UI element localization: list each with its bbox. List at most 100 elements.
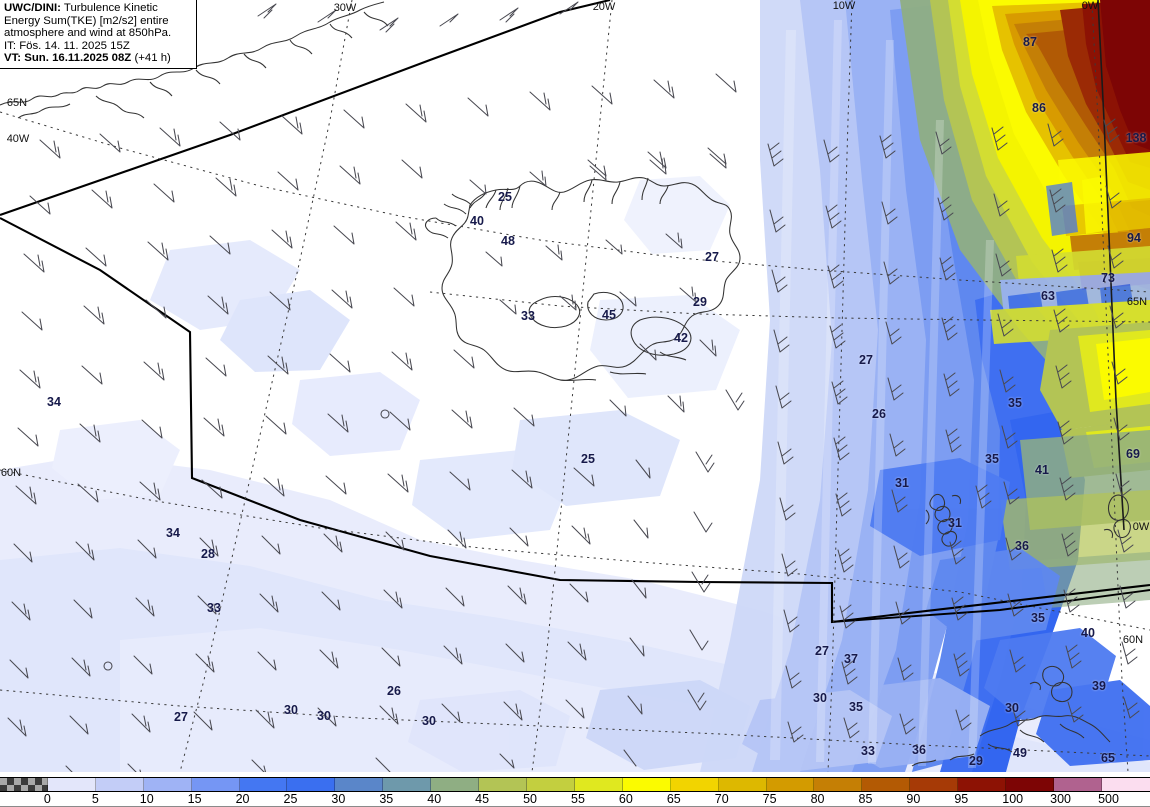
tke-value-label: 40 <box>470 214 484 228</box>
colorbar-tick: 500 <box>1098 792 1119 806</box>
tke-value-label: 26 <box>387 684 401 698</box>
graticule <box>0 0 1150 772</box>
colorbar-tick: 50 <box>523 792 537 806</box>
tke-value-label: 30 <box>422 714 436 728</box>
graticule-label: 60N <box>1122 634 1144 646</box>
tke-value-label: 39 <box>1092 679 1106 693</box>
tke-value-label: 69 <box>1126 447 1140 461</box>
tke-value-label: 94 <box>1127 231 1141 245</box>
colorbar-tick: 35 <box>379 792 394 806</box>
colorbar-swatch[interactable] <box>479 778 527 791</box>
colorbar-swatch[interactable] <box>335 778 384 791</box>
tke-value-label: 25 <box>498 190 512 204</box>
colorbar-tick: 70 <box>714 792 729 806</box>
colorbar-tick: 5 <box>91 792 99 806</box>
graticule-label: 0W <box>1132 521 1150 533</box>
tke-value-label: 29 <box>693 295 707 309</box>
wind-barbs <box>7 1 1140 772</box>
tke-value-label: 27 <box>815 644 829 658</box>
colorbar-swatch[interactable] <box>814 778 863 791</box>
colorbar-swatch[interactable] <box>766 778 815 791</box>
tke-value-label: 35 <box>1008 396 1022 410</box>
tke-value-label: 36 <box>1015 539 1029 553</box>
lead-time-label: (+41 h) <box>134 52 171 65</box>
colorbar-tick: 100 <box>1002 792 1024 806</box>
map-canvas[interactable]: 40W 30W 20W 10W 0W 65N 65N 60N 60N 0W 25 40 48 27 29 3… <box>0 0 1150 772</box>
colorbar-swatches[interactable] <box>0 777 1150 792</box>
product-line: UWC/DINI: Turbulence Kinetic Energy Sum(… <box>4 2 193 40</box>
colorbar-swatch[interactable] <box>670 778 719 791</box>
tke-value-label: 34 <box>47 395 61 409</box>
colorbar-legend[interactable]: 0 5 10 15 20 25 30 35 40 45 50 55 60 65 70 75 80 85 90 95 10… <box>0 772 1150 807</box>
tke-value-label: 30 <box>813 691 827 705</box>
colorbar-swatch[interactable] <box>239 778 288 791</box>
tke-value-label: 41 <box>1035 463 1049 477</box>
colorbar-swatch[interactable] <box>526 778 575 791</box>
map-svg <box>0 0 1150 772</box>
colorbar-tick: 65 <box>666 792 681 806</box>
colorbar-swatch[interactable] <box>622 778 671 791</box>
tke-value-label: 49 <box>1013 746 1027 760</box>
colorbar-tick: 15 <box>187 792 202 806</box>
valid-time-label: VT: Sun. 16.11.2025 08Z <box>4 52 132 65</box>
graticule-label: 65N <box>1126 296 1148 308</box>
graticule-label: 60N <box>0 467 22 479</box>
colorbar-swatch[interactable] <box>0 778 48 791</box>
colorbar-swatch[interactable] <box>191 778 240 791</box>
colorbar-swatch[interactable] <box>287 778 336 791</box>
valid-time-line: VT: Sun. 16.11.2025 08Z (+41 h) <box>4 52 193 65</box>
colorbar-swatch[interactable] <box>383 778 432 791</box>
colorbar-tick: 95 <box>954 792 969 806</box>
tke-value-label: 35 <box>849 700 863 714</box>
graticule-label: 10W <box>832 0 856 12</box>
colorbar-swatch[interactable] <box>910 778 959 791</box>
colorbar-tick: 0 <box>43 792 51 806</box>
colorbar-tick: 75 <box>762 792 777 806</box>
colorbar-swatch[interactable] <box>431 778 480 791</box>
model-label: UWC/DINI: <box>4 2 61 14</box>
tke-value-label: 26 <box>872 407 886 421</box>
colorbar-swatch[interactable] <box>574 778 623 791</box>
colorbar-tick: 10 <box>139 792 154 806</box>
product-description: Turbulence Kinetic Energy Sum(TKE) [m2/s… <box>4 2 172 40</box>
tke-value-label: 42 <box>674 331 688 345</box>
colorbar-swatch[interactable] <box>1006 778 1054 791</box>
colorbar-tick: 55 <box>571 792 585 806</box>
coastlines <box>0 1 1131 767</box>
graticule-label: 65N <box>6 97 28 109</box>
colorbar-swatch[interactable] <box>47 778 96 791</box>
colorbar-tick: 300 <box>1050 792 1072 806</box>
graticule-label: 0W <box>1081 0 1099 12</box>
tke-field <box>0 0 1150 772</box>
tke-value-label: 138 <box>1125 131 1147 145</box>
tke-value-label: 27 <box>859 353 873 367</box>
colorbar-swatch[interactable] <box>95 778 144 791</box>
colorbar-tick: 85 <box>858 792 873 806</box>
tke-value-label: 36 <box>912 743 926 757</box>
tke-value-label: 34 <box>166 526 180 540</box>
colorbar-swatch[interactable] <box>1053 778 1102 791</box>
colorbar-swatch[interactable] <box>1101 778 1150 791</box>
graticule-label: 30W <box>333 2 357 14</box>
tke-value-label: 86 <box>1032 101 1046 115</box>
colorbar-tick: 80 <box>810 792 825 806</box>
colorbar-tick: 45 <box>475 792 490 806</box>
tke-value-label: 87 <box>1023 35 1037 49</box>
tke-value-label: 37 <box>844 652 858 666</box>
colorbar-tick: 40 <box>427 792 442 806</box>
colorbar-swatch[interactable] <box>958 778 1007 791</box>
init-time-line: IT: Fös. 14. 11. 2025 15Z <box>4 39 130 52</box>
tke-value-label: 30 <box>1005 701 1019 715</box>
tke-value-label: 30 <box>317 709 331 723</box>
tke-value-label: 35 <box>1031 611 1045 625</box>
colorbar-tick: 20 <box>235 792 250 806</box>
colorbar-swatch[interactable] <box>143 778 192 791</box>
colorbar-swatch[interactable] <box>862 778 911 791</box>
tke-value-label: 25 <box>581 452 595 466</box>
tke-value-label: 29 <box>969 754 983 768</box>
colorbar-swatch[interactable] <box>718 778 767 791</box>
tke-value-label: 28 <box>201 547 215 561</box>
tke-value-label: 65 <box>1101 751 1115 765</box>
colorbar-tick: 25 <box>283 792 298 806</box>
